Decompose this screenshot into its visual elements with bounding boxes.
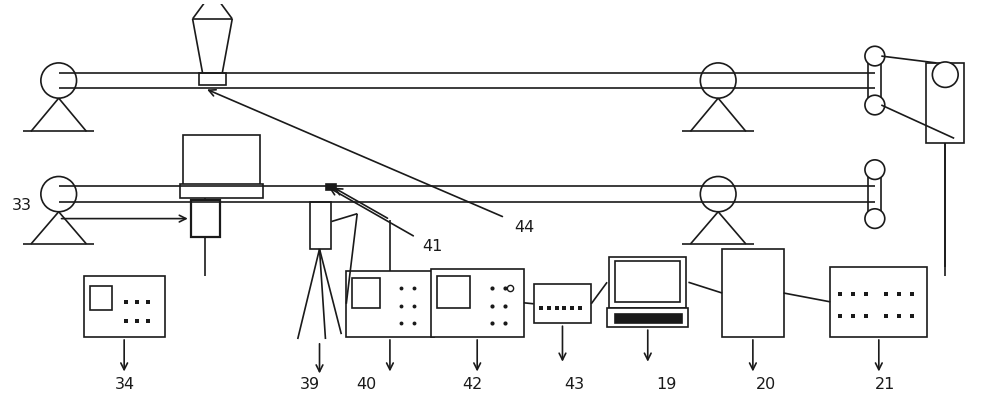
Text: 39: 39 xyxy=(300,376,320,392)
Circle shape xyxy=(700,63,736,98)
Bar xyxy=(437,276,470,308)
Bar xyxy=(310,202,331,249)
Bar xyxy=(352,278,380,308)
Bar xyxy=(346,270,434,337)
Circle shape xyxy=(865,46,885,66)
Bar xyxy=(180,184,263,198)
Bar xyxy=(609,257,686,308)
Circle shape xyxy=(700,176,736,212)
Circle shape xyxy=(41,63,77,98)
Text: 20: 20 xyxy=(756,376,776,392)
Text: 33: 33 xyxy=(12,198,32,213)
Bar xyxy=(722,249,784,337)
Circle shape xyxy=(865,160,885,180)
Text: 34: 34 xyxy=(115,376,135,392)
Text: 21: 21 xyxy=(875,376,895,392)
Circle shape xyxy=(865,95,885,115)
Text: 19: 19 xyxy=(656,376,677,392)
Text: 43: 43 xyxy=(564,376,584,392)
Bar xyxy=(615,261,680,302)
Text: 40: 40 xyxy=(356,376,376,392)
Text: 42: 42 xyxy=(462,376,482,392)
Circle shape xyxy=(932,62,958,87)
Bar xyxy=(607,308,688,327)
Bar xyxy=(90,286,112,310)
Bar xyxy=(199,73,226,86)
Text: 41: 41 xyxy=(422,240,443,254)
Bar xyxy=(868,170,881,219)
Bar xyxy=(926,63,964,143)
Bar xyxy=(431,268,524,337)
Circle shape xyxy=(865,209,885,228)
Bar xyxy=(830,266,927,337)
Bar xyxy=(191,200,220,237)
Bar xyxy=(84,276,165,337)
Bar xyxy=(326,184,336,190)
Bar xyxy=(183,135,260,186)
Bar xyxy=(534,284,591,323)
Bar xyxy=(868,56,881,105)
Circle shape xyxy=(41,176,77,212)
Text: 44: 44 xyxy=(515,220,535,235)
Bar xyxy=(615,314,682,323)
